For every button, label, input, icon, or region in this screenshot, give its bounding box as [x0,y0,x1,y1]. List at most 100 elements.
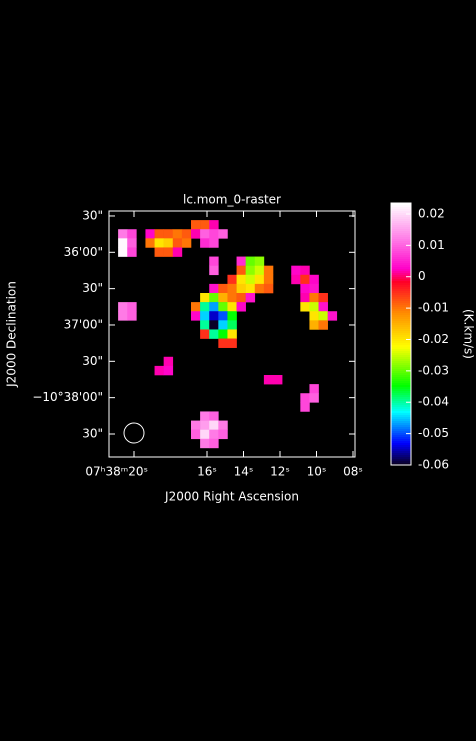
colorbar-segment [391,399,411,402]
cell [118,247,128,257]
colorbar-tick-label: -0.03 [418,363,449,377]
colorbar-segment [391,263,411,266]
cell [309,293,319,303]
cell [191,302,201,312]
cell [254,265,265,276]
y-tick-label: 36'00" [64,245,103,259]
y-tick-label: 30" [82,208,103,222]
colorbar-segment [391,403,411,406]
colorbar-segment [391,313,411,316]
colorbar-segment [391,363,411,366]
cell [227,320,237,330]
colorbar-segment [391,427,411,430]
cell [236,274,246,285]
colorbar-segment [391,389,411,392]
cell [154,365,164,376]
colorbar-segment [391,333,411,336]
beam [123,422,145,444]
colorbar-segment [391,373,411,376]
cell [209,283,219,294]
colorbar-segment [391,371,411,374]
cell [127,302,137,312]
colorbar-segment [391,385,411,388]
colorbar-segment [391,211,411,214]
cell [154,238,164,248]
colorbar-segment [391,397,411,400]
colorbar-frame [390,202,412,466]
cell [263,283,274,294]
cell [191,229,201,239]
cell [245,274,256,285]
colorbar-segment [391,293,411,296]
colorbar-segment [391,347,411,350]
colorbar-segment [391,417,411,420]
cell [209,293,219,303]
cell [300,302,310,312]
colorbar-segment [391,463,411,466]
colorbar-segment [391,327,411,330]
cell [218,429,228,440]
colorbar-tick-label: -0.01 [418,301,449,315]
cell [218,293,228,303]
colorbar-segment [391,337,411,340]
colorbar-segment [391,457,411,460]
colorbar-segment [391,351,411,354]
cell [209,229,219,239]
plot-frame [108,210,356,458]
colorbar-segment [391,287,411,290]
colorbar-segment [391,237,411,240]
cell [218,420,228,430]
cell [200,238,210,248]
colorbar-segment [391,393,411,396]
cell [127,238,137,248]
cell [200,320,210,330]
cell [218,311,228,321]
colorbar-segment [391,303,411,306]
y-tick-label: 37'00" [64,317,103,331]
colorbar-tick-label: -0.02 [418,332,449,346]
cell [273,375,283,385]
colorbar-segment [391,413,411,416]
colorbar-segment [391,241,411,244]
colorbar-segment [391,323,411,326]
colorbar-segment [391,299,411,302]
colorbar-segment [391,219,411,222]
cell [191,420,201,430]
colorbar-segment [391,315,411,318]
colorbar-segment [391,437,411,440]
colorbar-segment [391,217,411,220]
cell [300,293,310,303]
colorbar-segment [391,357,411,360]
colorbar-segment [391,329,411,332]
colorbar-segment [391,343,411,346]
chart-title: lc.mom_0-raster [183,193,281,207]
cell [236,293,246,303]
colorbar-tick-label: 0 [418,269,426,283]
cell [200,429,210,440]
colorbar-tick-label: -0.05 [418,426,449,440]
colorbar-segment [391,269,411,272]
colorbar-segment [391,459,411,462]
colorbar-segment [391,421,411,424]
colorbar-segment [391,259,411,262]
cell [236,256,246,266]
colorbar-segment [391,369,411,372]
colorbar-segment [391,245,411,248]
cell [300,402,310,412]
cell [191,220,201,230]
cell [145,238,155,248]
colorbar-segment [391,407,411,410]
colorbar-segment [391,411,411,414]
colorbar-segment [391,433,411,436]
cell [227,274,237,285]
x-tick-label: 14ˢ [234,465,254,479]
colorbar-segment [391,247,411,250]
cell [191,429,201,440]
colorbar-segment [391,383,411,386]
cell [181,238,192,248]
colorbar-segment [391,221,411,224]
colorbar-segment [391,321,411,324]
y-tick-label: 30" [82,426,103,440]
colorbar-segment [391,405,411,408]
